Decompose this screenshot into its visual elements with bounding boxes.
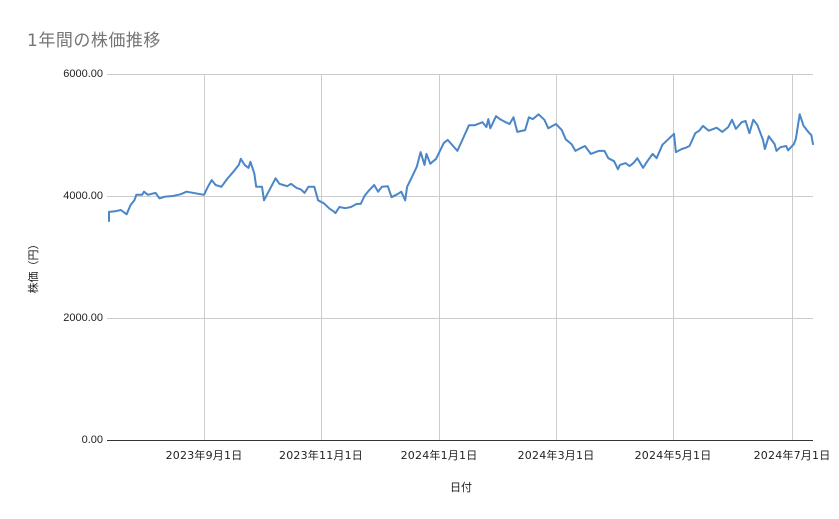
x-tick-label: 2024年7月1日 bbox=[753, 449, 831, 462]
x-tick-label: 2023年11月1日 bbox=[279, 449, 363, 462]
y-tick-label: 6000.00 bbox=[63, 68, 103, 80]
y-tick-label: 2000.00 bbox=[63, 312, 103, 324]
y-tick-label: 4000.00 bbox=[63, 190, 103, 202]
gridlines bbox=[107, 74, 813, 440]
chart-title: 1年間の株価推移 bbox=[27, 31, 161, 51]
stock-price-line bbox=[108, 113, 814, 222]
x-tick-label: 2024年1月1日 bbox=[400, 449, 478, 462]
x-tick-label: 2024年5月1日 bbox=[634, 449, 712, 462]
x-axis-label: 日付 bbox=[450, 481, 472, 494]
x-tick-label: 2023年9月1日 bbox=[165, 449, 243, 462]
x-tick-label: 2024年3月1日 bbox=[517, 449, 595, 462]
y-tick-label: 0.00 bbox=[81, 434, 103, 446]
